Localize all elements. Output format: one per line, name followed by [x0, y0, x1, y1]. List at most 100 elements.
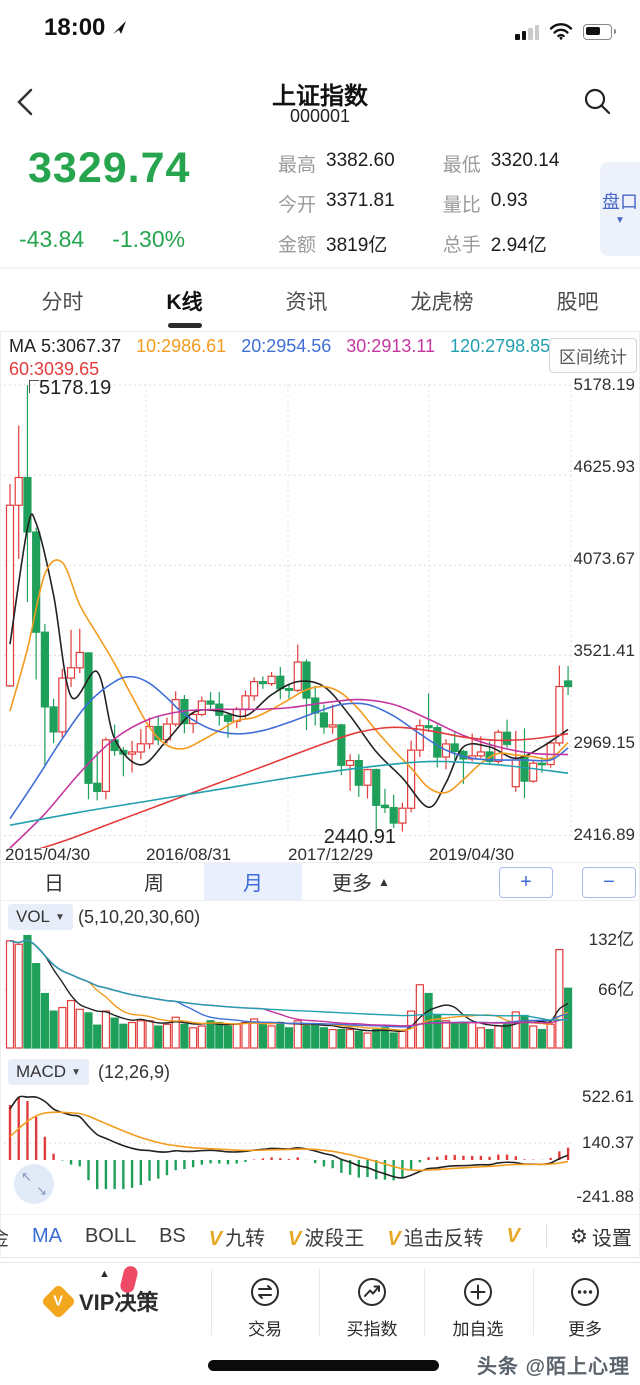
tab-guba[interactable]: 股吧 [556, 290, 599, 314]
x-axis-label: 2017/12/29 [288, 845, 374, 864]
change-value: -43.84 [19, 226, 85, 252]
stat-volume-ratio: 量比 0.93 [442, 190, 528, 216]
ma120-value: 120:2798.85 [450, 336, 551, 356]
vip-v-icon: V [288, 1227, 302, 1250]
y-axis-label: 2969.15 [573, 733, 635, 752]
zoom-in-button[interactable]: + [499, 867, 553, 898]
tab-kline[interactable]: K线 [164, 280, 204, 322]
back-button[interactable] [12, 86, 40, 118]
period-more[interactable]: 更多 ▲ [332, 873, 390, 895]
indicator-zijin[interactable]: 金 [0, 1222, 9, 1251]
stat-low: 最低 3320.14 [442, 150, 560, 176]
kline-chart[interactable] [0, 374, 640, 848]
divider [533, 1269, 534, 1335]
ma60-value: 60:3039.65 [9, 359, 100, 379]
ma20-value: 20:2954.56 [241, 336, 332, 356]
macd-chart[interactable] [0, 1085, 640, 1213]
y-axis-label: 5178.19 [573, 375, 635, 394]
indicator-v[interactable]: V [507, 1225, 523, 1248]
stat-total-hands: 总手 2.94亿 [442, 235, 547, 256]
clock: 18:00 [44, 14, 106, 41]
gear-icon: ⚙ [569, 1225, 588, 1248]
chevron-down-icon: ▼ [71, 1066, 81, 1078]
vip-v-icon: V [506, 1224, 520, 1247]
vip-diamond-icon: V [40, 1283, 77, 1319]
nav-add-watchlist[interactable]: 加自选 [433, 1275, 523, 1340]
macd-params: (12,26,9) [98, 1062, 171, 1082]
main-tab-bar: 分时 K线 资讯 龙虎榜 股吧 [0, 270, 640, 332]
macd-axis-label: -241.88 [576, 1187, 634, 1206]
x-axis-label: 2015/04/30 [5, 845, 91, 864]
period-day[interactable]: 日 [44, 873, 64, 895]
x-axis-label: 2019/04/30 [429, 845, 515, 864]
watermark: 头条 @陌上心理 [476, 1356, 630, 1378]
location-arrow-icon [112, 20, 127, 35]
home-indicator[interactable] [208, 1360, 439, 1371]
trade-arrows-icon [248, 1275, 282, 1309]
x-axis-label: 2016/08/31 [146, 845, 232, 864]
ellipsis-circle-icon [568, 1275, 602, 1309]
indicator-jiuzhuan[interactable]: V 九转 [208, 1227, 266, 1250]
macd-axis-label: 522.61 [582, 1087, 634, 1106]
period-week[interactable]: 周 [144, 873, 164, 895]
tab-zixun[interactable]: 资讯 [285, 290, 328, 314]
change-percent: -1.30% [112, 226, 186, 252]
vip-v-icon: V [208, 1227, 223, 1250]
indicator-bs[interactable]: BS [159, 1224, 186, 1247]
ma-legend-prefix: MA 5:3067.37 [9, 336, 122, 356]
ma-legend-row1: MA 5:3067.37 10:2986.61 20:2954.56 30:29… [9, 336, 550, 357]
nav-more[interactable]: 更多 [540, 1275, 630, 1340]
high-annotation: 5178.19 [39, 377, 112, 399]
vip-tooltip-arrow-icon: ▲ [99, 1268, 110, 1280]
indicator-ma[interactable]: MA [31, 1224, 62, 1247]
trend-up-icon [355, 1275, 389, 1309]
fullscreen-expand-button[interactable]: ↖ ↘ [14, 1164, 54, 1204]
volume-chart[interactable] [0, 898, 640, 1058]
zoom-out-button[interactable]: − [582, 867, 636, 898]
order-book-flyout-button[interactable]: 盘口 ▼ [600, 162, 640, 256]
settings-button[interactable]: ⚙ 设置 [569, 1225, 632, 1250]
vol-axis-label: 132亿 [588, 930, 634, 949]
vip-v-icon: V [387, 1227, 401, 1250]
volume-params: (5,10,20,30,60) [78, 907, 201, 927]
macd-indicator-selector[interactable]: MACD ▼ [8, 1059, 89, 1085]
macd-axis-label: 140.37 [582, 1133, 634, 1152]
chevron-down-icon: ▼ [55, 911, 65, 923]
divider [319, 1269, 320, 1335]
chevron-up-icon: ▲ [378, 874, 390, 889]
nav-trade[interactable]: 交易 [220, 1275, 310, 1340]
plus-circle-icon [461, 1275, 495, 1309]
battery-icon [583, 24, 616, 40]
range-stats-button[interactable]: 区间统计 [549, 338, 637, 373]
divider [545, 1225, 547, 1247]
page-title: 上证指数 [272, 83, 368, 110]
y-axis-label: 4073.67 [573, 549, 635, 568]
tab-fenshi[interactable]: 分时 [41, 290, 84, 314]
indicator-zhuijifanzhuan[interactable]: V 追击反转 [387, 1227, 484, 1250]
period-selector: 日 周 月 更多 ▲ + − [0, 862, 640, 901]
volume-indicator-selector[interactable]: VOL ▼ [8, 904, 73, 930]
ma30-value: 30:2913.11 [346, 336, 436, 356]
nav-buy-index[interactable]: 买指数 [327, 1275, 417, 1340]
indicator-boduanwang[interactable]: V 波段王 [288, 1227, 365, 1250]
cellular-signal-icon [515, 24, 539, 40]
period-month[interactable]: 月 [204, 863, 302, 900]
y-axis-label: 2416.89 [573, 825, 635, 844]
stock-code: 000001 [289, 106, 351, 126]
vip-decision-button[interactable]: V VIP决策 [40, 1283, 158, 1319]
stat-high: 最高 3382.60 [278, 150, 395, 176]
divider [211, 1269, 212, 1335]
y-axis-label: 4625.93 [573, 457, 635, 476]
indicator-boll[interactable]: BOLL [84, 1224, 137, 1247]
order-book-label: 盘口 [602, 192, 638, 212]
vol-axis-label: 66亿 [598, 980, 634, 999]
y-axis-label: 3521.41 [573, 641, 635, 660]
status-bar: 18:00 [0, 0, 640, 60]
high-annotation-tick [29, 380, 39, 393]
stat-amount: 金额 3819亿 [278, 235, 388, 256]
ma10-value: 10:2986.61 [136, 336, 227, 356]
bottom-nav: V VIP决策 交易 买指数 加自选 更多 [0, 1262, 640, 1349]
search-icon[interactable] [582, 86, 612, 116]
tab-longhubang[interactable]: 龙虎榜 [410, 290, 474, 314]
